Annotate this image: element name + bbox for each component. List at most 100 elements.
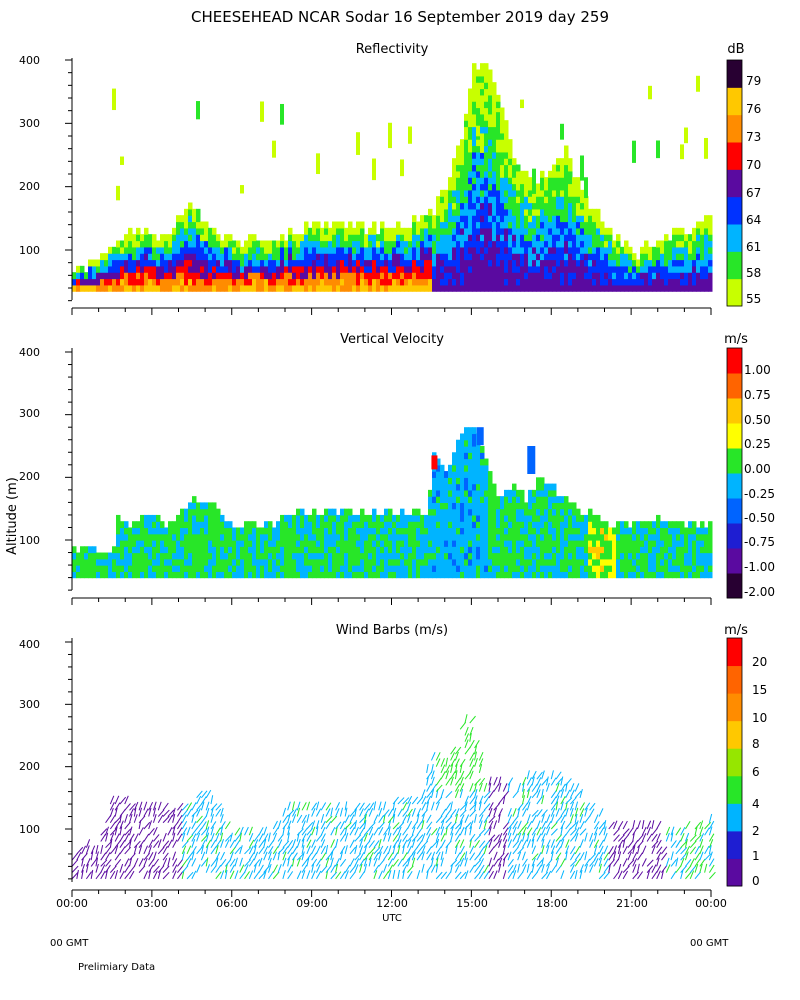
velocity-cell (392, 546, 397, 554)
reflectivity-cell (644, 259, 649, 267)
velocity-cell (180, 571, 185, 579)
reflectivity-cell (648, 265, 653, 273)
velocity-cell (188, 552, 193, 560)
reflectivity-cell (412, 221, 417, 229)
velocity-cell (472, 527, 477, 535)
velocity-cell (536, 565, 541, 572)
velocity-cell (500, 565, 505, 572)
velocity-cell (344, 533, 349, 541)
reflectivity-cell (508, 177, 513, 185)
reflectivity-cell (432, 259, 437, 267)
wind-barb (517, 871, 524, 880)
velocity-cell (488, 477, 493, 485)
wind-barb (474, 757, 478, 767)
reflectivity-cell (460, 196, 465, 204)
reflectivity-cell (508, 151, 513, 159)
velocity-cell (196, 514, 201, 522)
velocity-cell (408, 558, 413, 566)
reflectivity-cell (304, 278, 309, 286)
wind-barb (229, 846, 237, 855)
velocity-cell (444, 477, 449, 485)
velocity-cell (292, 514, 297, 522)
velocity-cell (264, 540, 269, 547)
velocity-cell (560, 540, 565, 547)
velocity-cell (492, 565, 497, 572)
reflectivity-cell (476, 202, 481, 210)
reflectivity-cell (680, 284, 685, 292)
reflectivity-cell (160, 253, 165, 261)
velocity-cell (336, 521, 341, 529)
velocity-cell (604, 540, 609, 547)
velocity-cell (108, 565, 113, 572)
velocity-cell (416, 540, 421, 547)
reflectivity-cell (388, 227, 393, 235)
velocity-cell (664, 540, 669, 547)
velocity-cell (412, 533, 417, 541)
reflectivity-cell (604, 265, 609, 273)
reflectivity-cell (448, 196, 453, 204)
velocity-cell (192, 496, 197, 503)
wind-barb (114, 833, 120, 842)
reflectivity-cell (104, 259, 109, 267)
wind-barb (455, 822, 462, 830)
wind-barb (301, 802, 307, 811)
velocity-cell (372, 565, 377, 572)
velocity-cell (484, 540, 489, 547)
wind-barb (474, 871, 481, 880)
velocity-cell (304, 540, 309, 547)
reflectivity-cell (264, 253, 269, 261)
wind-barb (426, 821, 433, 830)
reflectivity-cell (656, 259, 661, 267)
velocity-cell (180, 546, 185, 554)
wind-barb (440, 839, 446, 848)
reflectivity-cell (348, 246, 353, 254)
colorbar-frame (726, 347, 743, 599)
reflectivity-cell (200, 221, 205, 229)
reflectivity-cell (556, 196, 561, 204)
velocity-cell (368, 527, 373, 535)
wind-barb (172, 851, 177, 861)
velocity-cell (524, 533, 529, 541)
reflectivity-cell (572, 265, 577, 273)
velocity-cell (260, 558, 265, 566)
reflectivity-cell (448, 177, 453, 185)
reflectivity-cell (296, 265, 301, 273)
velocity-cell (328, 571, 333, 579)
velocity-cell (156, 546, 161, 554)
reflectivity-cell (668, 278, 673, 286)
wind-barb (407, 853, 414, 861)
wind-barb (373, 852, 379, 861)
velocity-cell (596, 540, 601, 547)
wind-barb (239, 845, 243, 855)
reflectivity-cell (440, 240, 445, 248)
reflectivity-cell (528, 177, 533, 185)
wind-barb (454, 758, 460, 767)
velocity-cell (464, 546, 469, 554)
wind-barb (474, 751, 477, 761)
velocity-cell (144, 540, 149, 547)
velocity-cell (488, 471, 493, 478)
reflectivity-cell (352, 278, 357, 286)
reflectivity-cell (516, 227, 521, 235)
reflectivity-cell (340, 272, 345, 280)
velocity-cell (280, 540, 285, 547)
reflectivity-cell (196, 234, 201, 242)
velocity-cell (452, 483, 457, 491)
reflectivity-cell (292, 246, 297, 254)
reflectivity-cell (472, 246, 477, 254)
reflectivity-cell (420, 272, 425, 280)
wind-barb (153, 865, 160, 873)
velocity-cell (364, 558, 369, 566)
velocity-cell (132, 527, 137, 535)
velocity-cell (544, 540, 549, 547)
wind-barb (344, 814, 350, 823)
reflectivity-cell (312, 278, 317, 286)
reflectivity-cell (536, 265, 541, 273)
wind-barb (124, 846, 132, 855)
wind-barb (325, 821, 332, 830)
wind-barb (555, 795, 560, 805)
reflectivity-cell (552, 272, 557, 280)
reflectivity-cell (212, 246, 217, 254)
velocity-cell (460, 552, 465, 560)
reflectivity-cell (312, 246, 317, 254)
